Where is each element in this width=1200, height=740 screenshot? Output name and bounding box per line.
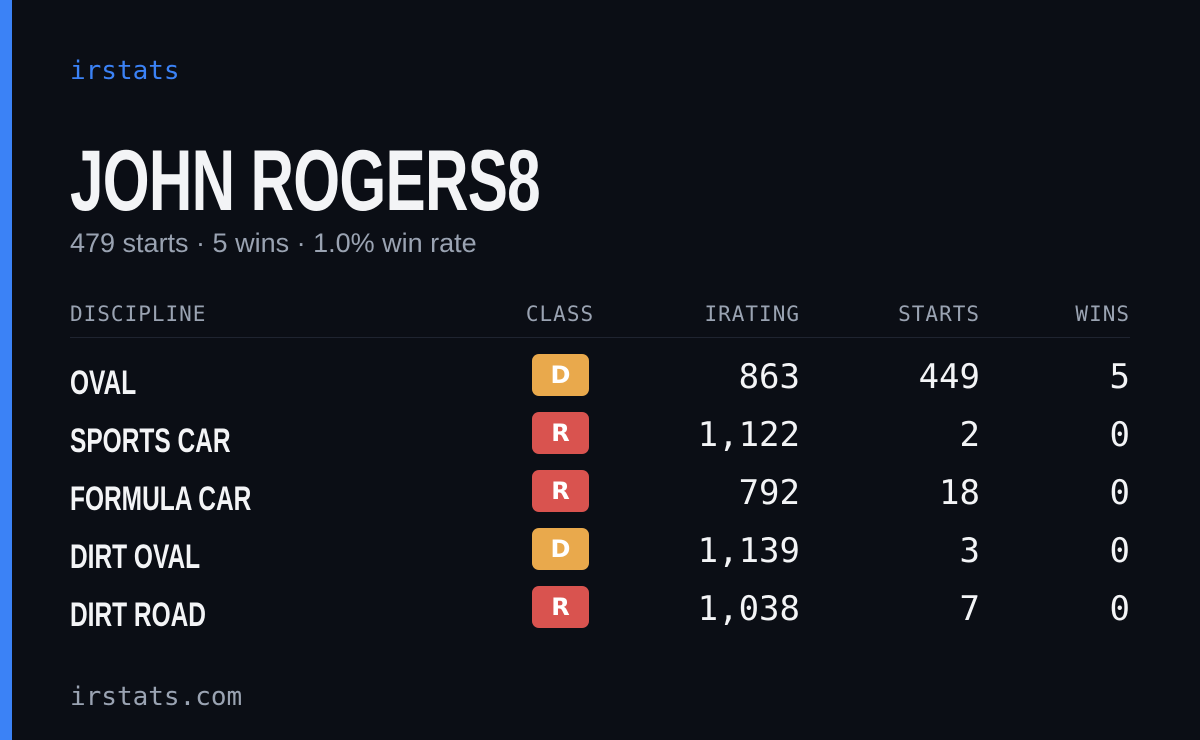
cell-value: 1,139 bbox=[697, 531, 800, 571]
cell-value: 3 bbox=[959, 531, 980, 571]
discipline: FORMULA CAR bbox=[70, 480, 252, 518]
cell-value: 0 bbox=[1109, 589, 1130, 629]
brand: irstats bbox=[70, 56, 180, 86]
column-header: CLASS bbox=[525, 302, 595, 326]
discipline: SPORTS CAR bbox=[70, 422, 231, 460]
column-header: WINS bbox=[1075, 302, 1130, 326]
class-badge: D bbox=[532, 354, 589, 396]
cell-value: 792 bbox=[738, 473, 800, 513]
cell-value: 7 bbox=[959, 589, 980, 629]
cell-value: 449 bbox=[918, 357, 980, 397]
driver-name: JOHN ROGERS8 bbox=[70, 133, 541, 229]
cell-value: 863 bbox=[738, 357, 800, 397]
class-badge: R bbox=[532, 412, 589, 454]
cell-value: 0 bbox=[1109, 473, 1130, 513]
cell-value: 0 bbox=[1109, 415, 1130, 455]
cell-value: 1,122 bbox=[697, 415, 800, 455]
cell-value: 1,038 bbox=[697, 589, 800, 629]
accent-bar bbox=[0, 0, 12, 740]
footer: irstats.com bbox=[70, 682, 243, 712]
column-header: IRATING bbox=[704, 302, 800, 326]
cell-value: 5 bbox=[1109, 357, 1130, 397]
header-rule bbox=[70, 337, 1130, 338]
discipline: OVAL bbox=[70, 364, 137, 402]
class-badge: R bbox=[532, 470, 589, 512]
cell-value: 0 bbox=[1109, 531, 1130, 571]
cell-value: 18 bbox=[939, 473, 980, 513]
column-header: DISCIPLINE bbox=[70, 302, 207, 326]
discipline: DIRT OVAL bbox=[70, 538, 201, 576]
class-badge: R bbox=[532, 586, 589, 628]
discipline: DIRT ROAD bbox=[70, 596, 207, 634]
column-header: STARTS bbox=[898, 302, 980, 326]
class-badge: D bbox=[532, 528, 589, 570]
cell-value: 2 bbox=[959, 415, 980, 455]
driver-summary: 479 starts · 5 wins · 1.0% win rate bbox=[70, 228, 477, 258]
